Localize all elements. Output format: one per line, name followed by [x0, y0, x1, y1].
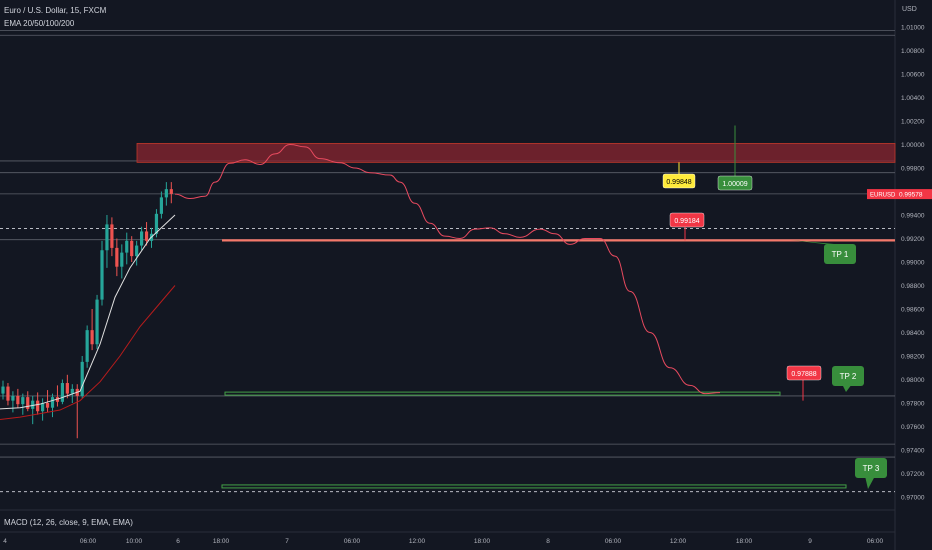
x-tick-label: 6	[176, 538, 180, 545]
y-tick-label: 0.98800	[901, 283, 925, 290]
candle-body	[90, 330, 94, 345]
y-tick-label: 0.97800	[901, 401, 925, 408]
ema-indicator-legend[interactable]: EMA 20/50/100/200	[4, 19, 75, 28]
x-tick-label: 7	[285, 538, 289, 545]
x-tick-label: 8	[546, 538, 550, 545]
tp-callout-text: TP 1	[832, 250, 849, 259]
last-price-symbol: EURUSD	[870, 193, 896, 199]
x-tick-label: 18:00	[213, 538, 230, 545]
price-label-text: 0.97888	[791, 371, 816, 378]
candle-body	[130, 240, 134, 257]
x-tick-label: 06:00	[867, 538, 884, 545]
candle-body	[164, 189, 168, 198]
candle-body	[65, 383, 69, 394]
tp-callout-text: TP 3	[863, 464, 880, 473]
candle-body	[154, 213, 159, 234]
y-tick-label: 1.00400	[901, 95, 925, 102]
y-tick-label: 0.99400	[901, 213, 925, 220]
price-label-text: 1.00009	[722, 181, 747, 188]
price-label-box	[786, 365, 822, 381]
y-tick-label: 0.99000	[901, 260, 925, 267]
price-label-box	[669, 212, 705, 228]
y-tick-label: 1.01000	[901, 25, 925, 32]
candle-body	[85, 330, 89, 362]
y-tick-label: 0.98200	[901, 354, 925, 361]
y-tick-label: 1.00600	[901, 72, 925, 79]
y-tick-label: 0.98400	[901, 330, 925, 337]
candle-body	[95, 299, 99, 345]
tp-callout-box	[824, 244, 856, 264]
candle-body	[140, 231, 144, 246]
candle-body	[144, 231, 149, 241]
candle-body	[16, 395, 20, 405]
candle-body	[115, 247, 119, 267]
y-tick-label: 0.98600	[901, 307, 925, 314]
macd-indicator-legend[interactable]: MACD (12, 26, close, 9, EMA, EMA)	[4, 518, 133, 527]
x-tick-label: 9	[808, 538, 812, 545]
candle-body	[6, 386, 10, 401]
candle-body	[80, 361, 84, 396]
y-tick-label: 1.00000	[901, 142, 925, 149]
x-tick-label: 18:00	[736, 538, 753, 545]
y-tick-label: 0.97400	[901, 448, 925, 455]
candle-body	[1, 386, 5, 394]
x-tick-label: 4	[3, 538, 7, 545]
price-label-text: 0.99848	[666, 179, 691, 186]
candle-body	[100, 250, 104, 300]
x-tick-label: 12:00	[670, 538, 687, 545]
candle-body	[45, 403, 50, 408]
candle-body	[159, 197, 163, 214]
candle-body	[26, 397, 30, 409]
candle-body	[105, 224, 109, 251]
price-label-text: 0.99184	[674, 218, 699, 225]
ema-fast-line	[0, 214, 176, 410]
tp-callout-text: TP 2	[840, 372, 857, 381]
price-label-box	[662, 173, 696, 189]
candle-body	[110, 224, 114, 248]
candle-body	[41, 403, 45, 412]
tp2-level-line	[224, 391, 781, 396]
tp-callout-box	[855, 458, 887, 478]
x-tick-label: 10:00	[126, 538, 143, 545]
x-tick-label: 18:00	[474, 538, 491, 545]
tp-callout-tail	[790, 240, 834, 244]
candle-body	[70, 388, 74, 394]
y-tick-label: 0.98000	[901, 377, 925, 384]
y-tick-label: 0.97600	[901, 424, 925, 431]
y-tick-label: 1.00200	[901, 119, 925, 126]
y-tick-label: 0.99800	[901, 166, 925, 173]
candle-body	[169, 189, 173, 194]
price-label-box	[717, 175, 753, 191]
tp-callout-box	[832, 366, 864, 386]
candle-body	[21, 397, 25, 405]
candle-body	[125, 240, 129, 253]
last-price-symbol-box	[867, 189, 896, 200]
last-price-value-box	[896, 189, 932, 200]
candle-body	[50, 397, 55, 408]
candle-body	[135, 245, 139, 257]
projection-path	[174, 143, 721, 395]
x-tick-label: 06:00	[80, 538, 97, 545]
x-tick-label: 06:00	[344, 538, 361, 545]
y-tick-label: 0.97000	[901, 495, 925, 502]
candle-body	[120, 252, 124, 267]
x-tick-label: 12:00	[409, 538, 426, 545]
y-tick-label: 0.97200	[901, 471, 925, 478]
y-tick-label: 0.99200	[901, 236, 925, 243]
resistance-zone	[136, 143, 896, 163]
currency-label: USD	[902, 6, 917, 13]
candle-body	[11, 395, 15, 401]
y-tick-label: 1.00800	[901, 48, 925, 55]
tp-callout-tail	[865, 476, 875, 489]
tp3-level-line	[221, 484, 847, 489]
last-price-value: 0.99578	[899, 192, 923, 199]
candle-body	[31, 400, 35, 409]
symbol-title[interactable]: Euro / U.S. Dollar, 15, FXCM	[4, 6, 107, 15]
candle-body	[36, 400, 40, 412]
ema-slow-line	[0, 285, 176, 420]
x-tick-label: 06:00	[605, 538, 622, 545]
candle-body	[60, 383, 64, 402]
